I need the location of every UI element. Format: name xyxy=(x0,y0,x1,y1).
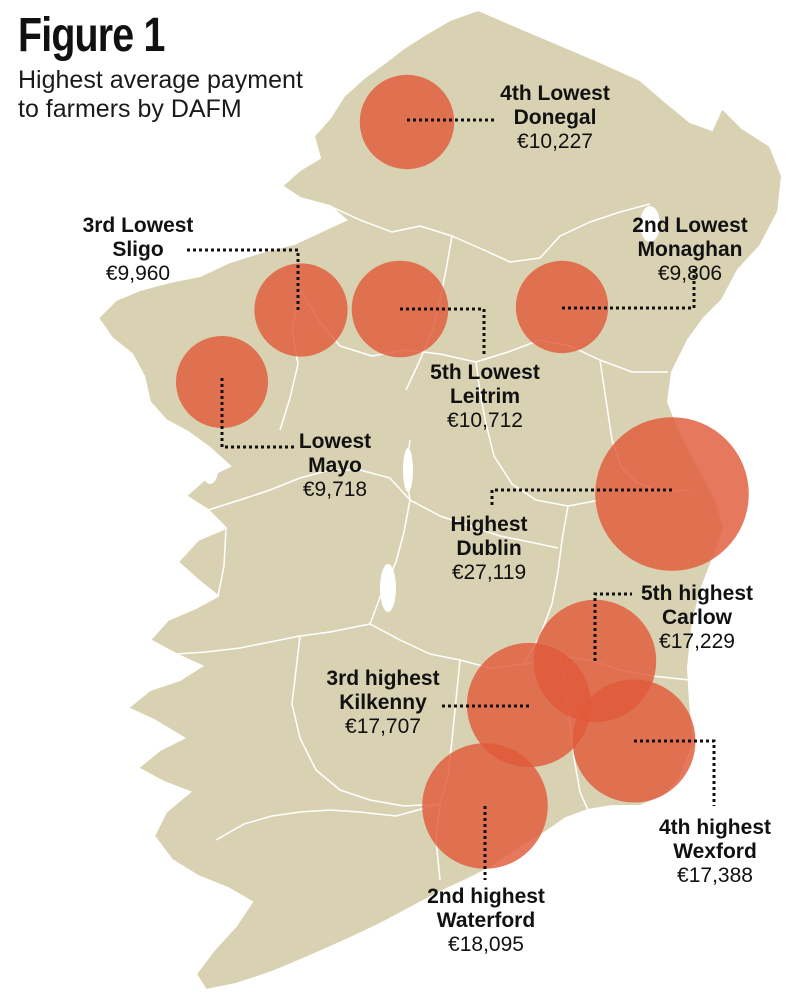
donegal-county: Donegal xyxy=(513,106,597,129)
wexford-value: €17,388 xyxy=(677,864,753,887)
county-border xyxy=(291,635,441,807)
county-border xyxy=(329,205,541,263)
dublin-county: Dublin xyxy=(456,537,522,560)
carlow-rank: 5th highest xyxy=(640,582,753,605)
leitrim-rank: 5th Lowest xyxy=(430,361,540,384)
monaghan-value: €9,806 xyxy=(657,262,723,285)
carlow-county: Carlow xyxy=(661,606,732,629)
monaghan-leader-line xyxy=(562,268,696,310)
wexford-rank: 4th highest xyxy=(658,816,771,839)
county-border xyxy=(539,203,651,259)
county-border xyxy=(475,361,601,507)
carlow-label: 5th highest Carlow €17,229 xyxy=(597,582,790,654)
donegal-rank: 4th Lowest xyxy=(500,82,610,105)
lake xyxy=(403,448,413,492)
waterford-county: Waterford xyxy=(436,909,536,932)
leitrim-value: €10,712 xyxy=(447,409,523,432)
leitrim-label: 5th Lowest Leitrim €10,712 xyxy=(385,361,585,433)
sligo-value: €9,960 xyxy=(105,262,171,285)
kilkenny-rank: 3rd highest xyxy=(326,667,440,690)
leader-lines-layer xyxy=(186,118,716,880)
donegal-value: €10,227 xyxy=(517,130,593,153)
lake xyxy=(380,564,396,612)
kilkenny-county: Kilkenny xyxy=(339,691,427,714)
waterford-rank: 2nd highest xyxy=(427,885,545,908)
donegal-label: 4th Lowest Donegal €10,227 xyxy=(455,82,655,154)
donegal-bubble xyxy=(359,74,455,170)
sligo-bubble xyxy=(254,263,348,357)
sligo-rank: 3rd Lowest xyxy=(82,214,194,237)
mayo-rank: Lowest xyxy=(298,430,372,453)
lakes xyxy=(202,206,660,612)
monaghan-label: 2nd Lowest Monaghan €9,806 xyxy=(590,214,790,286)
dublin-bubble xyxy=(595,417,749,571)
leitrim-leader-line xyxy=(400,307,486,356)
county-border xyxy=(409,499,559,549)
wexford-leader-line xyxy=(634,739,716,806)
figure-subtitle: Highest average payment to farmers by DA… xyxy=(18,66,303,123)
sligo-leader-line xyxy=(186,248,300,310)
mayo-value: €9,718 xyxy=(302,478,368,501)
lake xyxy=(640,206,660,242)
dublin-value: €27,119 xyxy=(451,561,527,584)
sligo-label: 3rd Lowest Sligo €9,960 xyxy=(38,214,238,286)
wexford-label: 4th highest Wexford €17,388 xyxy=(615,816,790,888)
carlow-leader-line xyxy=(593,592,632,661)
county-border xyxy=(207,469,411,511)
figure-title: Figure 1 xyxy=(18,9,165,62)
county-border xyxy=(215,803,441,841)
waterford-label: 2nd highest Waterford €18,095 xyxy=(386,885,586,957)
mayo-bubble xyxy=(176,336,268,428)
dublin-rank: Highest xyxy=(450,513,528,536)
lake xyxy=(202,456,218,484)
kilkenny-value: €17,707 xyxy=(345,715,421,738)
mayo-county: Mayo xyxy=(308,454,362,477)
waterford-value: €18,095 xyxy=(448,933,524,956)
county-border xyxy=(217,527,227,597)
sligo-county: Sligo xyxy=(112,238,164,261)
mayo-label: Lowest Mayo €9,718 xyxy=(235,430,435,502)
county-border xyxy=(175,623,371,655)
dublin-leader-line xyxy=(490,488,672,508)
monaghan-county: Monaghan xyxy=(637,238,743,261)
carlow-value: €17,229 xyxy=(659,630,735,653)
wexford-county: Wexford xyxy=(673,840,757,863)
kilkenny-label: 3rd highest Kilkenny €17,707 xyxy=(283,667,483,739)
mayo-leader-line xyxy=(220,378,294,449)
monaghan-rank: 2nd Lowest xyxy=(632,214,748,237)
dublin-label: Highest Dublin €27,119 xyxy=(389,513,589,585)
leitrim-county: Leitrim xyxy=(449,385,520,408)
